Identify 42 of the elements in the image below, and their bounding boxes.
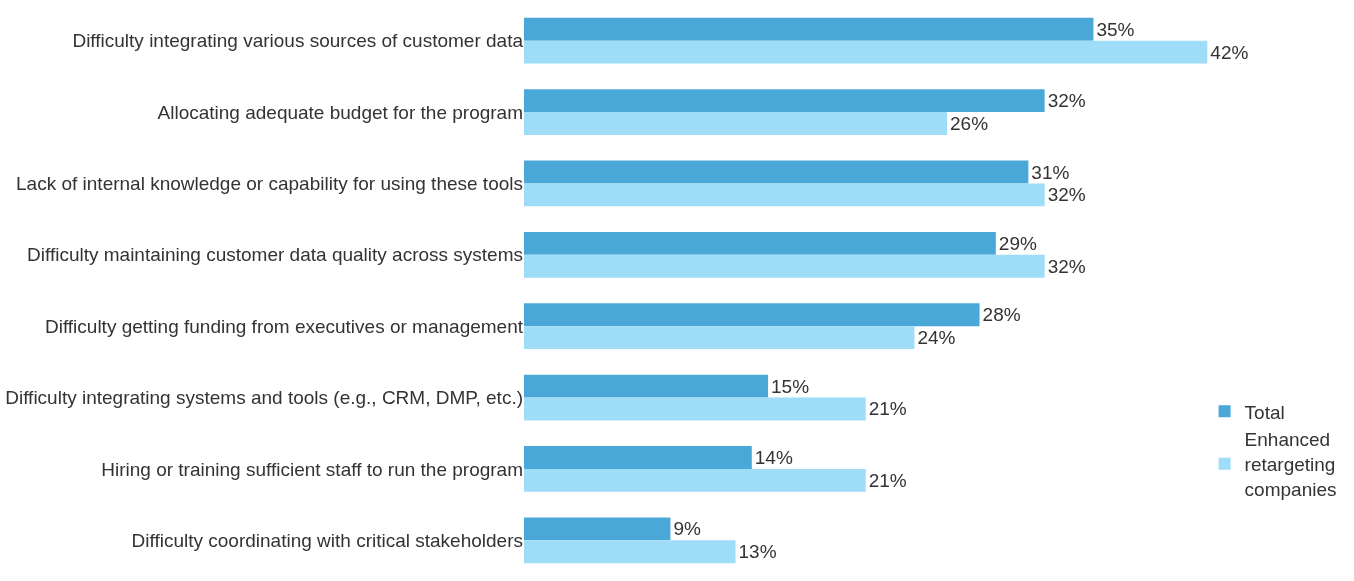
y-tick-label: Hiring or training sufficient staff to run the program: [101, 458, 523, 480]
bar: [524, 468, 866, 492]
bar: [524, 112, 948, 135]
y-tick-label: Difficulty maintaining customer data quality across systems: [27, 244, 523, 266]
bar: [524, 517, 671, 541]
y-tick-label: Difficulty integrating various sources of customer data: [72, 30, 524, 52]
bar: [524, 89, 1045, 113]
y-tick-label: Difficulty coordinating with critical stakeholders: [131, 529, 523, 551]
y-tick-label: Lack of internal knowledge or capability for using these tools: [16, 173, 523, 195]
bar: [524, 446, 752, 469]
data-label: 21%: [868, 469, 907, 491]
data-label: 35%: [1096, 18, 1135, 40]
data-label: 26%: [950, 112, 989, 134]
data-label: 24%: [917, 327, 956, 349]
bar: [524, 231, 996, 255]
y-tick-label: Allocating adequate budget for the program: [157, 101, 523, 123]
data-label: 31%: [1031, 161, 1070, 183]
bar: [524, 540, 736, 564]
data-label: 42%: [1210, 41, 1249, 63]
legend-label: Total: [1244, 401, 1285, 423]
bar: [524, 397, 866, 421]
bar: [524, 40, 1208, 64]
data-label: 32%: [1047, 184, 1086, 206]
data-label: 13%: [738, 541, 777, 563]
bar: [524, 303, 980, 327]
bar: [524, 160, 1029, 184]
data-label: 9%: [673, 518, 701, 540]
bar: [524, 17, 1094, 41]
bar: [524, 254, 1045, 278]
data-label: 15%: [771, 375, 810, 397]
data-label: 21%: [868, 398, 907, 420]
data-label: 32%: [1047, 90, 1086, 112]
bar: [524, 183, 1045, 207]
y-tick-label: Difficulty integrating systems and tools (e.g., CRM, DMP, etc.): [5, 387, 523, 409]
data-label: 29%: [998, 232, 1037, 254]
data-label: 32%: [1047, 255, 1086, 277]
y-tick-label: Difficulty getting funding from executives or management: [44, 315, 524, 337]
data-label: 14%: [754, 447, 793, 469]
legend-label: Enhanced retargeting companies: [1244, 429, 1337, 500]
bar: [524, 374, 769, 398]
bar: [524, 326, 915, 350]
data-label: 28%: [982, 304, 1021, 326]
